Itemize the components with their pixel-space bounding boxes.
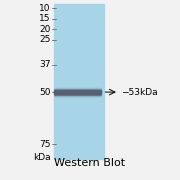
Text: 75: 75 (39, 140, 50, 149)
Text: 10: 10 (39, 4, 50, 13)
Text: 50: 50 (39, 88, 50, 97)
Text: Western Blot: Western Blot (54, 158, 126, 168)
Text: −53kDa: −53kDa (121, 88, 157, 97)
Text: 15: 15 (39, 14, 50, 23)
Text: 25: 25 (39, 35, 50, 44)
Text: 20: 20 (39, 25, 50, 34)
Text: kDa: kDa (33, 153, 50, 162)
Text: 37: 37 (39, 60, 50, 69)
